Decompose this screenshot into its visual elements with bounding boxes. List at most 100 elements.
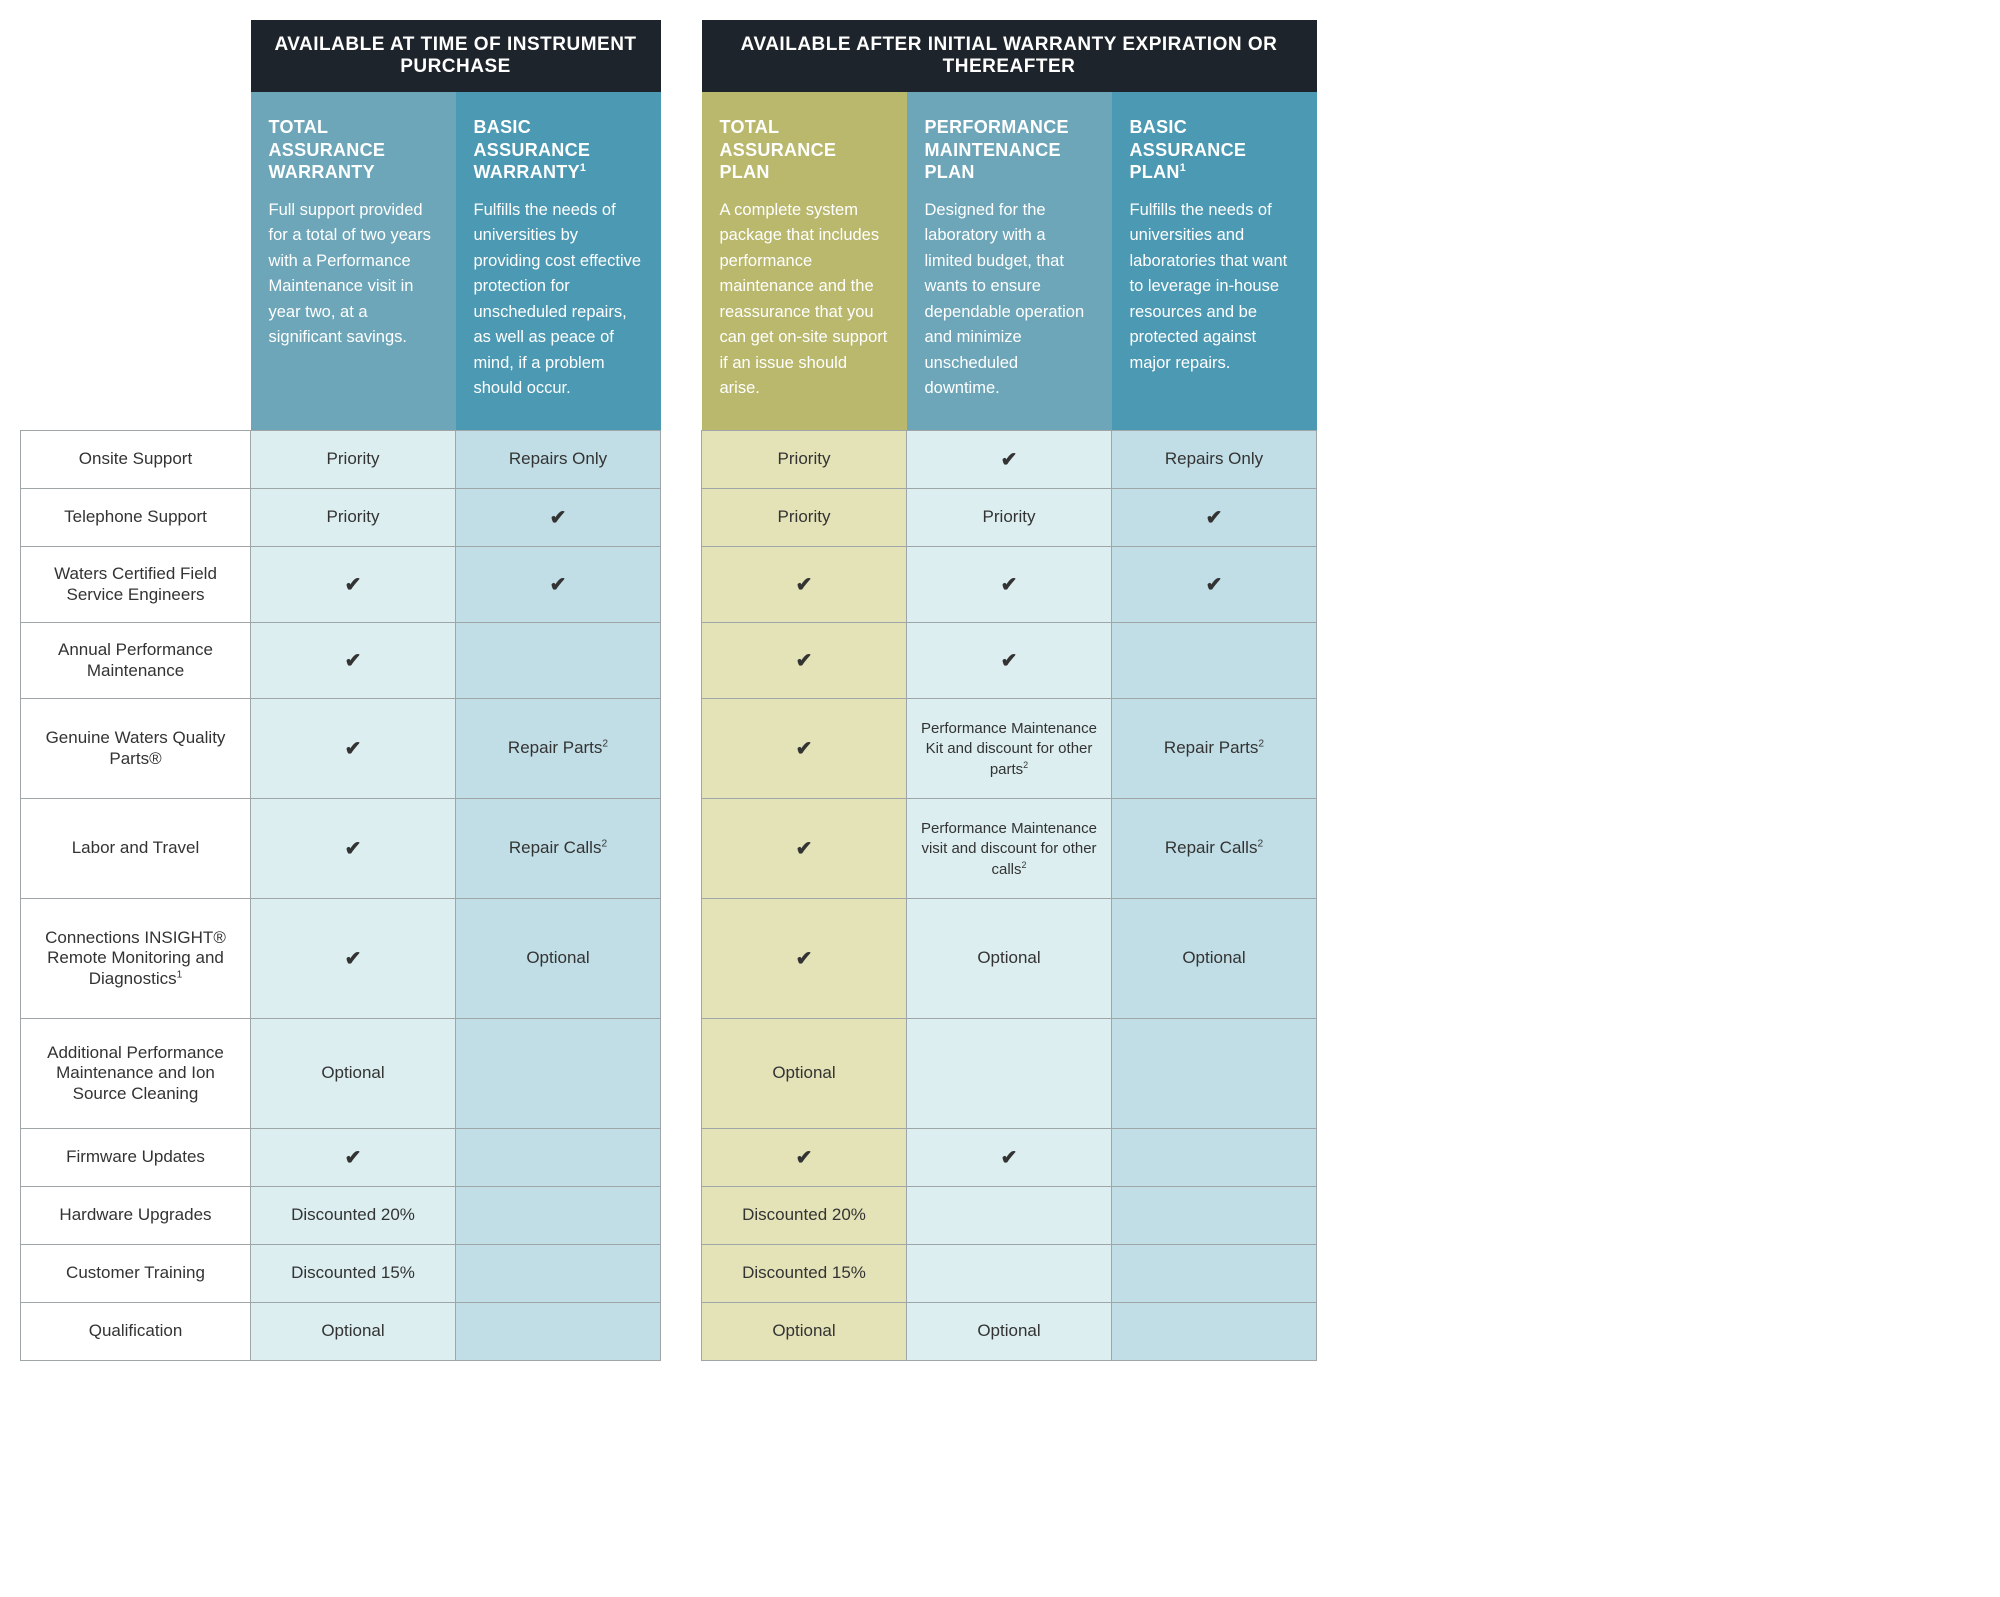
- row-label: Qualification: [21, 1303, 251, 1361]
- feature-cell: ✔: [907, 547, 1112, 623]
- check-icon: ✔: [550, 574, 567, 596]
- feature-cell: [1112, 1245, 1317, 1303]
- row-label: Firmware Updates: [21, 1129, 251, 1187]
- feature-cell: Discounted 15%: [251, 1245, 456, 1303]
- cell-text: Priority: [778, 449, 831, 468]
- cell-text: Repair Parts2: [1164, 738, 1264, 757]
- plan-header: BASIC ASSURANCE WARRANTY1 Fulfills the ne…: [456, 92, 661, 431]
- feature-cell: Repair Parts2: [456, 699, 661, 799]
- feature-cell: [456, 1129, 661, 1187]
- feature-cell: Repair Calls2: [456, 799, 661, 899]
- feature-cell: ✔: [251, 699, 456, 799]
- cell-text: Optional: [1182, 948, 1245, 967]
- feature-cell: Discounted 20%: [251, 1187, 456, 1245]
- feature-cell: [456, 1303, 661, 1361]
- feature-cell: ✔: [251, 899, 456, 1019]
- cell-text: Priority: [327, 507, 380, 526]
- feature-cell: ✔: [702, 699, 907, 799]
- feature-cell: ✔: [456, 547, 661, 623]
- group-header: AVAILABLE AT TIME OF INSTRUMENT PURCHASE: [251, 20, 661, 92]
- feature-cell: Discounted 20%: [702, 1187, 907, 1245]
- cell-text: Repairs Only: [509, 449, 607, 468]
- feature-cell: ✔: [702, 547, 907, 623]
- feature-cell: Optional: [907, 1303, 1112, 1361]
- check-icon: ✔: [345, 650, 362, 672]
- check-icon: ✔: [1206, 574, 1223, 596]
- cell-text: Performance Maintenance Kit and discount…: [921, 720, 1097, 778]
- row-label: Genuine Waters Quality Parts®: [21, 699, 251, 799]
- check-icon: ✔: [796, 948, 813, 970]
- check-icon: ✔: [1001, 650, 1018, 672]
- row-label: Connections INSIGHT® Remote Monitoring a…: [21, 899, 251, 1019]
- cell-text: Repair Calls2: [509, 838, 607, 857]
- plan-header: TOTAL ASSURANCE WARRANTYFull support pro…: [251, 92, 456, 431]
- cell-text: Optional: [321, 1063, 384, 1082]
- check-icon: ✔: [345, 838, 362, 860]
- feature-cell: ✔: [907, 1129, 1112, 1187]
- row-label: Onsite Support: [21, 431, 251, 489]
- table-right: AVAILABLE AFTER INITIAL WARRANTY EXPIRAT…: [701, 20, 1317, 1361]
- feature-cell: ✔: [1112, 489, 1317, 547]
- feature-cell: Priority: [251, 431, 456, 489]
- plan-desc: Full support provided for a total of two…: [269, 198, 438, 351]
- feature-cell: [907, 1187, 1112, 1245]
- cell-text: Discounted 20%: [291, 1205, 415, 1224]
- check-icon: ✔: [796, 650, 813, 672]
- cell-text: Discounted 20%: [742, 1205, 866, 1224]
- feature-cell: [1112, 1129, 1317, 1187]
- feature-cell: Optional: [702, 1019, 907, 1129]
- plan-desc: Designed for the laboratory with a limit…: [925, 198, 1094, 403]
- feature-cell: Priority: [251, 489, 456, 547]
- feature-cell: ✔: [1112, 547, 1317, 623]
- feature-cell: [456, 1187, 661, 1245]
- row-label: Waters Certified Field Service Engineers: [21, 547, 251, 623]
- feature-cell: ✔: [702, 899, 907, 1019]
- feature-cell: [456, 1245, 661, 1303]
- check-icon: ✔: [796, 738, 813, 760]
- check-icon: ✔: [345, 948, 362, 970]
- feature-cell: Repair Calls2: [1112, 799, 1317, 899]
- feature-cell: Discounted 15%: [702, 1245, 907, 1303]
- plan-title: BASIC ASSURANCE WARRANTY1: [474, 116, 643, 184]
- cell-text: Optional: [772, 1063, 835, 1082]
- feature-cell: ✔: [702, 623, 907, 699]
- feature-cell: Optional: [907, 899, 1112, 1019]
- feature-cell: ✔: [251, 1129, 456, 1187]
- cell-text: Repairs Only: [1165, 449, 1263, 468]
- feature-cell: Priority: [702, 431, 907, 489]
- check-icon: ✔: [1001, 449, 1018, 471]
- feature-cell: Priority: [907, 489, 1112, 547]
- feature-cell: Optional: [456, 899, 661, 1019]
- feature-cell: [1112, 1019, 1317, 1129]
- feature-cell: Optional: [702, 1303, 907, 1361]
- feature-cell: ✔: [702, 1129, 907, 1187]
- cell-text: Repair Parts2: [508, 738, 608, 757]
- feature-cell: [456, 623, 661, 699]
- row-label: Customer Training: [21, 1245, 251, 1303]
- group-header: AVAILABLE AFTER INITIAL WARRANTY EXPIRAT…: [702, 20, 1317, 92]
- plan-desc: Fulfills the needs of universities by pr…: [474, 198, 643, 403]
- plan-desc: Fulfills the needs of universities and l…: [1130, 198, 1299, 377]
- feature-cell: Repairs Only: [1112, 431, 1317, 489]
- check-icon: ✔: [1206, 507, 1223, 529]
- feature-cell: ✔: [251, 799, 456, 899]
- feature-cell: Optional: [1112, 899, 1317, 1019]
- plan-title: PERFORMANCE MAINTENANCE PLAN: [925, 116, 1094, 184]
- plan-header: TOTAL ASSURANCE PLANA complete system pa…: [702, 92, 907, 431]
- feature-cell: Performance Maintenance visit and discou…: [907, 799, 1112, 899]
- plan-header: BASIC ASSURANCE PLAN1 Fulfills the needs …: [1112, 92, 1317, 431]
- feature-cell: [907, 1245, 1112, 1303]
- check-icon: ✔: [345, 1147, 362, 1169]
- plan-title: BASIC ASSURANCE PLAN1: [1130, 116, 1299, 184]
- feature-cell: [1112, 1187, 1317, 1245]
- cell-text: Optional: [977, 948, 1040, 967]
- cell-text: Priority: [778, 507, 831, 526]
- check-icon: ✔: [345, 574, 362, 596]
- check-icon: ✔: [796, 838, 813, 860]
- cell-text: Discounted 15%: [291, 1263, 415, 1282]
- row-label: Telephone Support: [21, 489, 251, 547]
- cell-text: Discounted 15%: [742, 1263, 866, 1282]
- feature-cell: ✔: [251, 547, 456, 623]
- feature-cell: [1112, 623, 1317, 699]
- check-icon: ✔: [796, 1147, 813, 1169]
